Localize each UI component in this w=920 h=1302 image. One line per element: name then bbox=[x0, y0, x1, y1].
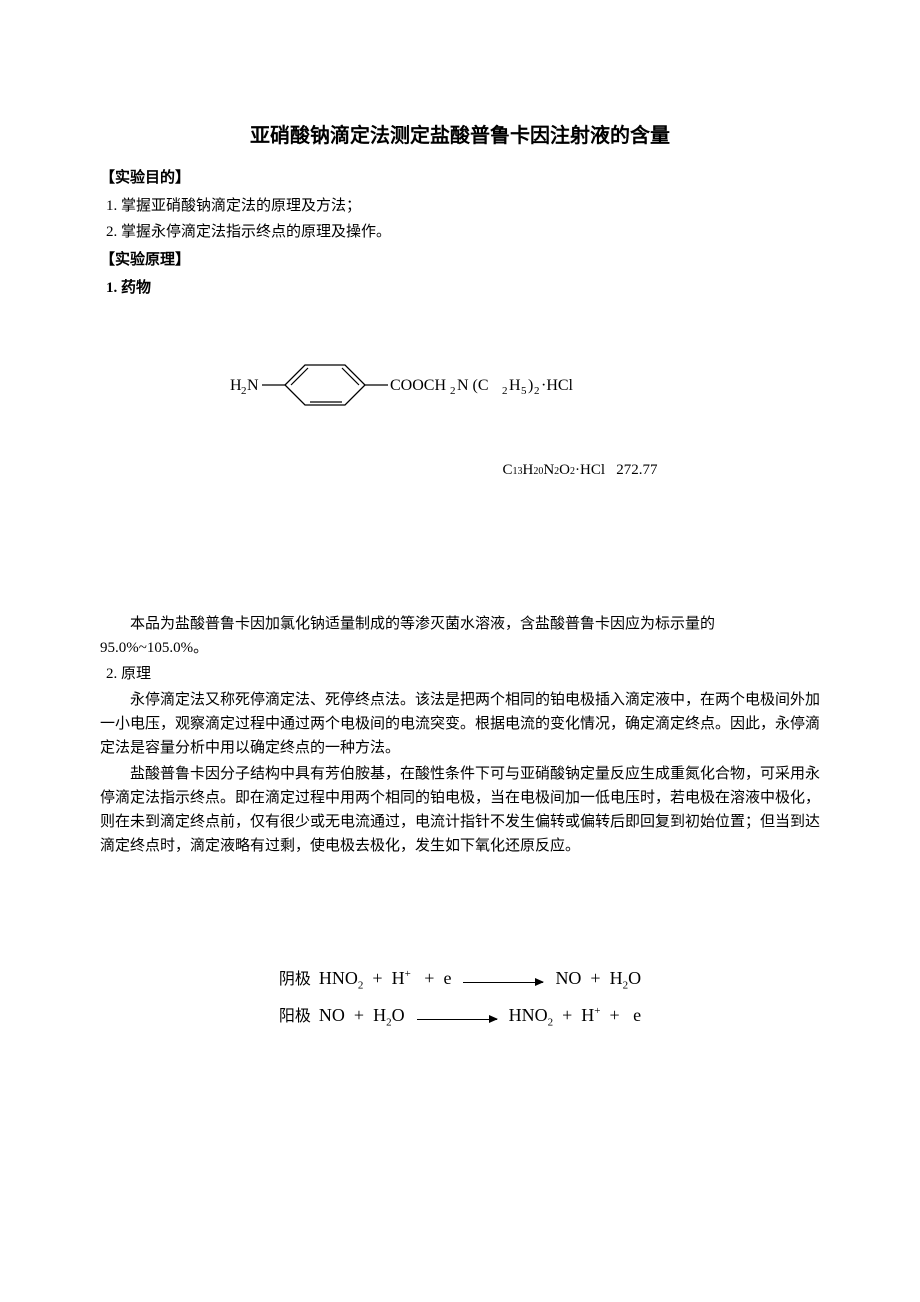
drug-description: 本品为盐酸普鲁卡因加氯化钠适量制成的等渗灭菌水溶液，含盐酸普鲁卡因应为标示量的 … bbox=[100, 612, 820, 660]
anode-label: 阳极 bbox=[279, 1001, 311, 1033]
redox-reactions: 阴极 HNO2 + H+ + e NO + H2O 阳极 NO + H2O HN… bbox=[100, 960, 820, 1033]
svg-text:·HCl: ·HCl bbox=[541, 377, 574, 394]
svg-text:): ) bbox=[528, 377, 533, 394]
drug-label: 1. 药物 bbox=[106, 276, 820, 300]
spacer bbox=[100, 482, 820, 612]
chem-left-n: N bbox=[247, 377, 259, 394]
molecular-formula: C13H20N2O2·HCl C₁₃H₂₀N₂O₂·HCl 272.77272.… bbox=[100, 458, 820, 482]
svg-text:H: H bbox=[509, 377, 521, 394]
cathode-reaction: 阴极 HNO2 + H+ + e NO + H2O bbox=[100, 960, 820, 997]
cathode-label: 阴极 bbox=[279, 964, 311, 996]
purpose-item-2: 2. 掌握永停滴定法指示终点的原理及操作。 bbox=[106, 220, 820, 244]
chemical-structure: H 2 N COOCH 2 N (C 2 H 5 ) 2 ·HCl bbox=[100, 350, 820, 428]
page-title: 亚硝酸钠滴定法测定盐酸普鲁卡因注射液的含量 bbox=[100, 120, 820, 152]
svg-text:N (C: N (C bbox=[457, 377, 489, 394]
arrow-icon bbox=[417, 1019, 497, 1021]
spacer-2 bbox=[100, 860, 820, 930]
anode-reaction: 阳极 NO + H2O HNO2 + H+ + e bbox=[100, 997, 820, 1034]
theory-p2: 盐酸普鲁卡因分子结构中具有芳伯胺基，在酸性条件下可与亚硝酸钠定量反应生成重氮化合… bbox=[100, 762, 820, 858]
svg-text:2: 2 bbox=[450, 385, 456, 397]
benzene-svg: H 2 N COOCH 2 N (C 2 H 5 ) 2 ·HCl bbox=[230, 350, 690, 420]
purpose-item-1: 1. 掌握亚硝酸钠滴定法的原理及方法； bbox=[106, 194, 820, 218]
purpose-head: 【实验目的】 bbox=[100, 166, 820, 190]
page: 亚硝酸钠滴定法测定盐酸普鲁卡因注射液的含量 【实验目的】 1. 掌握亚硝酸钠滴定… bbox=[0, 0, 920, 1302]
principle-head: 【实验原理】 bbox=[100, 248, 820, 272]
svg-text:2: 2 bbox=[534, 385, 540, 397]
svg-text:2: 2 bbox=[502, 385, 508, 397]
chem-left-sub: 2 bbox=[241, 385, 247, 397]
theory-p1: 永停滴定法又称死停滴定法、死停终点法。该法是把两个相同的铂电极插入滴定液中，在两… bbox=[100, 688, 820, 760]
svg-text:5: 5 bbox=[521, 385, 527, 397]
chem-right-label: COOCH bbox=[390, 377, 446, 394]
theory-label: 2. 原理 bbox=[106, 662, 820, 686]
arrow-icon bbox=[463, 982, 543, 984]
